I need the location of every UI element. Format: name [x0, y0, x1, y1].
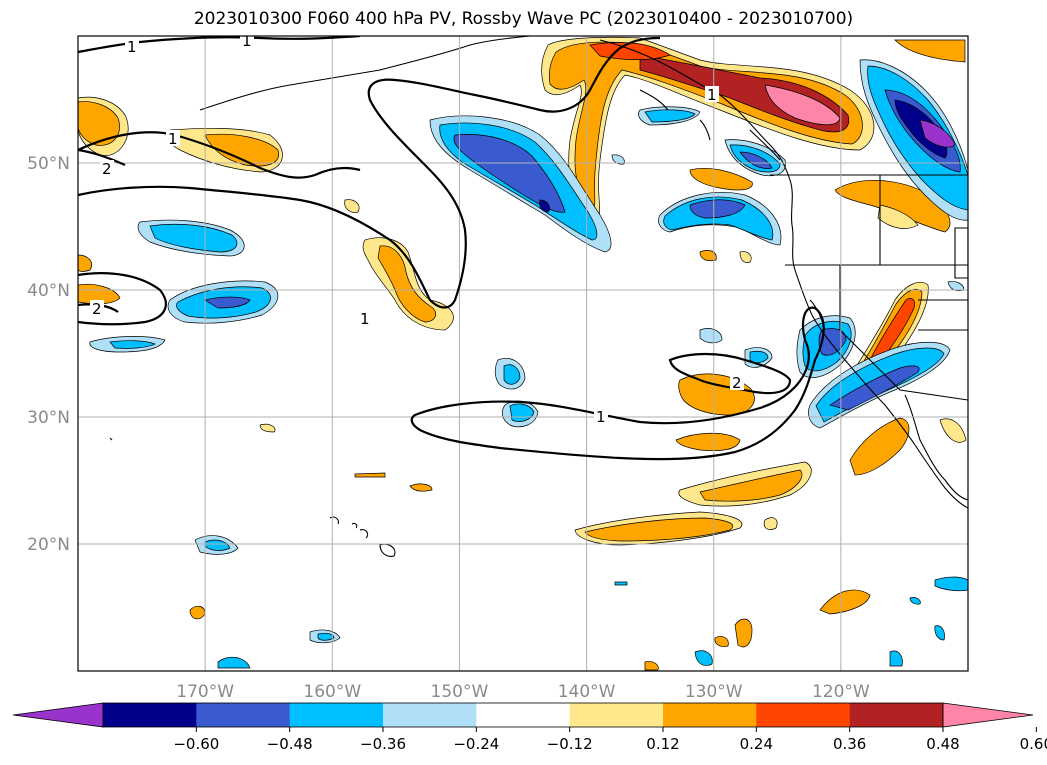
- map-gridlines: [78, 36, 968, 671]
- longitude-tick-label: 140°W: [558, 682, 616, 702]
- colorbar-tick-label: 0.48: [926, 735, 959, 753]
- colorbar-tick-label: −0.48: [267, 735, 313, 753]
- colorbar-tick-label: −0.12: [547, 735, 593, 753]
- colorbar-tick-label: 0.60: [1020, 735, 1047, 753]
- colorbar-extend-max: [942, 702, 1034, 728]
- contour-labels: 1 1 1 1 1 1 2 2 2: [90, 32, 744, 426]
- colorbar-tick-label: 0.36: [833, 735, 866, 753]
- colorbar-frame: [102, 702, 944, 728]
- map-frame: [77, 35, 969, 672]
- latitude-tick-label: 50°N: [27, 154, 70, 174]
- contour-label: 2: [92, 300, 102, 318]
- contour-label: 1: [360, 310, 370, 328]
- contour-label: 1: [127, 38, 137, 56]
- contour-label: 2: [732, 374, 742, 392]
- colorbar-segment: [289, 703, 384, 727]
- latitude-tick-label: 40°N: [27, 281, 70, 301]
- map-title: 2023010300 F060 400 hPa PV, Rossby Wave …: [193, 9, 854, 29]
- longitude-labels: 170°W 160°W 150°W 140°W 130°W 120°W: [176, 682, 870, 702]
- latitude-labels: 50°N 40°N 30°N 20°N: [27, 154, 70, 555]
- contour-label: 1: [168, 130, 178, 148]
- longitude-tick-label: 160°W: [303, 682, 361, 702]
- colorbar-tick-label: 0.12: [646, 735, 679, 753]
- longitude-tick-label: 130°W: [685, 682, 743, 702]
- colorbar-segment: [383, 703, 477, 727]
- map-field: 1 1 1 1 1 1 2 2 2: [78, 32, 968, 671]
- latitude-tick-label: 30°N: [27, 408, 70, 428]
- colorbar-segment: [103, 703, 197, 727]
- colorbar-segment: [196, 703, 291, 727]
- latitude-tick-label: 20°N: [27, 535, 70, 555]
- colorbar-tick-label: 0.24: [740, 735, 773, 753]
- negative-pv-anomalies: [89, 59, 968, 669]
- colorbar-segment: [569, 703, 664, 727]
- colorbar-segment: [756, 703, 851, 727]
- colorbar-segment: [476, 703, 571, 727]
- contour-label: 1: [707, 86, 717, 104]
- colorbar-tick-label: −0.60: [173, 735, 219, 753]
- longitude-tick-label: 150°W: [431, 682, 489, 702]
- colorbar: −0.60 −0.48 −0.36 −0.24 −0.12 0.12 0.24 0.36 0.4…: [12, 702, 1047, 753]
- contour-lines: [78, 36, 825, 461]
- colorbar-segment: [849, 703, 944, 727]
- longitude-tick-label: 170°W: [176, 682, 234, 702]
- colorbar-extend-min: [12, 702, 104, 728]
- contour-label: 1: [242, 32, 252, 50]
- contour-label: 2: [102, 160, 112, 178]
- longitude-tick-label: 120°W: [812, 682, 870, 702]
- contour-label: 1: [596, 408, 606, 426]
- colorbar-tick-label: −0.36: [360, 735, 406, 753]
- colorbar-segment: [663, 703, 757, 727]
- colorbar-tick-label: −0.24: [453, 735, 499, 753]
